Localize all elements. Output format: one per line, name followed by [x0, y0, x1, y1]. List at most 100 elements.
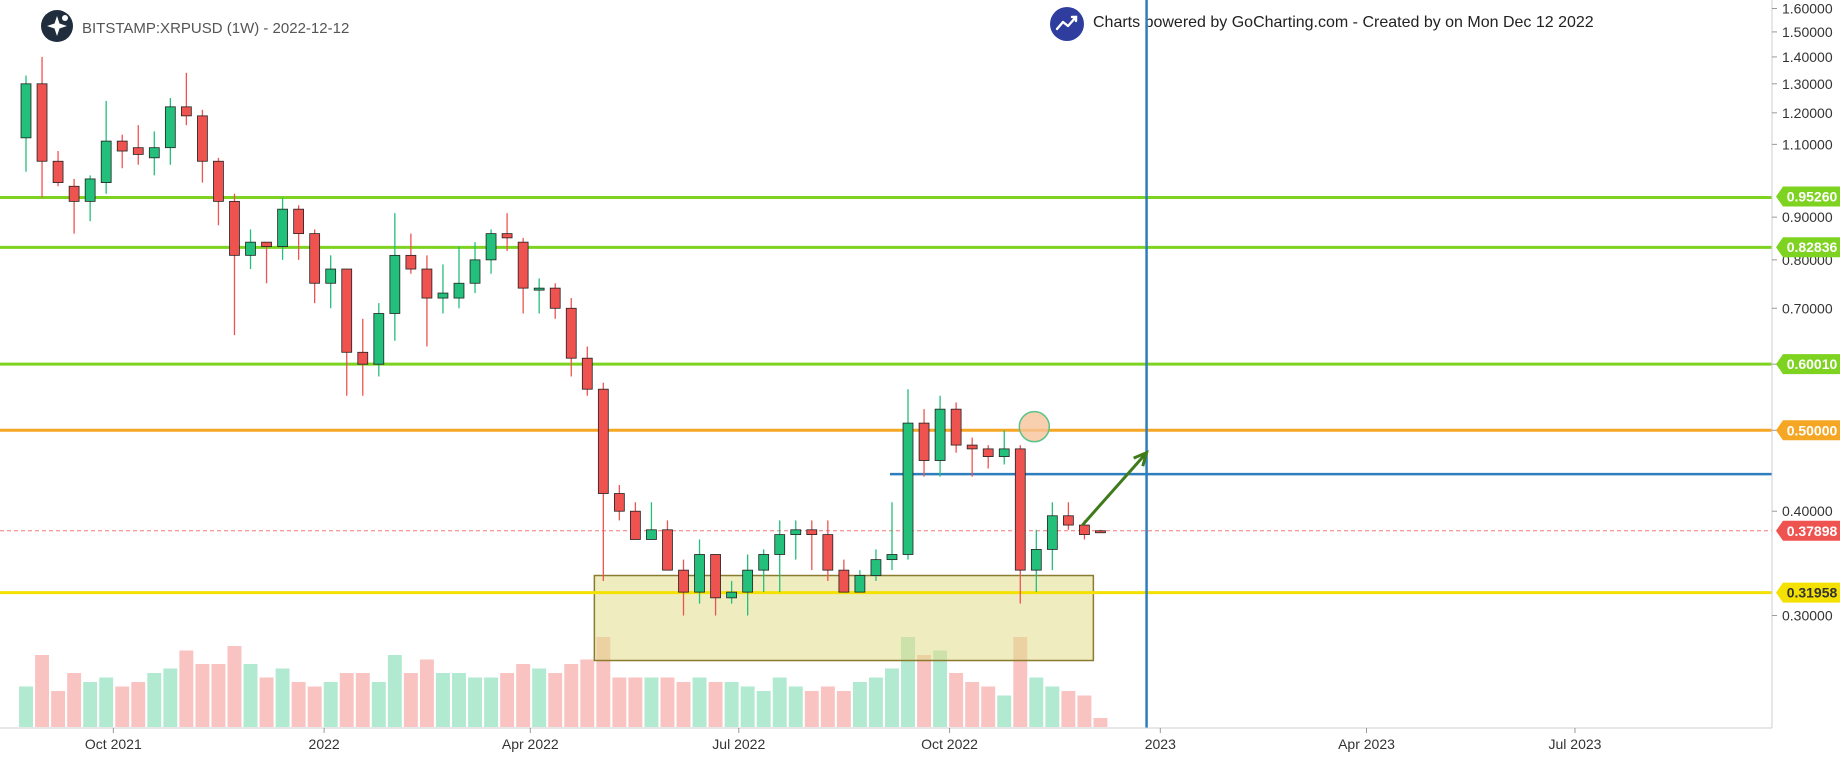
- volume-bar: [965, 682, 980, 727]
- candle-body: [678, 569, 689, 593]
- candle-body: [918, 422, 930, 461]
- y-tick-label: 0.80000: [1782, 252, 1833, 268]
- candle-body: [437, 292, 449, 299]
- candle: [357, 318, 369, 396]
- volume-bar: [19, 686, 33, 727]
- candle: [1030, 529, 1042, 593]
- candle: [613, 484, 625, 521]
- candle: [405, 233, 417, 274]
- volume-bar: [564, 664, 579, 727]
- candle: [854, 570, 866, 593]
- candle: [838, 559, 850, 593]
- candle-body: [52, 160, 64, 183]
- candle: [966, 437, 978, 477]
- candle-body: [870, 559, 882, 576]
- candle-body: [710, 554, 721, 599]
- candle: [742, 554, 754, 616]
- volume-bar: [99, 677, 114, 727]
- candle-body: [197, 115, 208, 162]
- candle: [870, 549, 882, 581]
- volume-bar: [243, 664, 258, 727]
- volume-bar: [740, 686, 755, 727]
- candle: [581, 346, 593, 396]
- volume-bar: [387, 655, 402, 727]
- candle: [469, 242, 481, 294]
- candle-body: [485, 233, 497, 261]
- volume-bar: [227, 646, 242, 727]
- volume-bar: [885, 668, 899, 727]
- candle: [501, 213, 513, 251]
- volume-bar: [756, 691, 771, 727]
- price-badge-bg: [1776, 520, 1840, 541]
- volume-bar: [435, 673, 450, 727]
- x-tick-label: 2023: [1145, 736, 1176, 752]
- candle: [1095, 529, 1106, 534]
- x-tick-label: Apr 2023: [1338, 736, 1395, 752]
- volume-bar: [933, 650, 948, 727]
- candle: [229, 193, 240, 336]
- volume-bar: [468, 677, 482, 727]
- candle: [694, 539, 705, 604]
- chart-credit: Charts powered by GoCharting.com - Creat…: [1093, 14, 1594, 31]
- candle-body: [180, 106, 192, 117]
- candle-body: [950, 408, 962, 446]
- price-badge: 0.31958: [1776, 582, 1840, 603]
- candle-body: [277, 208, 288, 247]
- candle-body: [341, 268, 353, 353]
- candle: [646, 502, 657, 540]
- candle: [902, 389, 914, 560]
- volume-bar: [836, 691, 851, 727]
- volume-bar: [788, 686, 803, 727]
- candle: [261, 241, 272, 284]
- candle: [790, 520, 802, 560]
- y-tick-label: 0.50000: [1782, 422, 1833, 438]
- volume-bar: [644, 677, 659, 727]
- y-tick-label: 1.60000: [1782, 1, 1833, 17]
- volume-bar: [804, 691, 819, 727]
- candle-body: [517, 241, 529, 289]
- volume-bar: [516, 664, 531, 727]
- price-badges: 0.95260 0.82836 0.60010 0.50000 0.37898 0.319…: [1776, 186, 1840, 603]
- volume-bar: [83, 682, 98, 727]
- volume-bar: [1077, 695, 1092, 727]
- candle: [1079, 520, 1090, 540]
- volume-bar: [275, 668, 290, 727]
- volume-bar: [692, 677, 707, 727]
- volume-bar: [596, 637, 611, 727]
- candle: [180, 72, 192, 126]
- candle: [197, 109, 208, 183]
- candle-body: [886, 554, 898, 561]
- volume-bar: [548, 673, 563, 727]
- volume-bar: [1045, 686, 1060, 727]
- x-tick-label: Apr 2022: [502, 736, 559, 752]
- candle-body: [613, 493, 625, 512]
- horizontal-levels: [0, 0, 1772, 728]
- candle-body: [325, 268, 337, 284]
- volume-bar: [307, 686, 322, 727]
- volume-bar: [676, 682, 691, 727]
- volume-bar: [724, 682, 739, 727]
- volume-bar: [917, 655, 932, 727]
- candle: [1014, 445, 1026, 604]
- volume-bar: [195, 664, 210, 727]
- candle-body: [822, 534, 834, 571]
- candle-body: [854, 575, 866, 593]
- candle-body: [966, 444, 978, 450]
- candle: [309, 229, 321, 304]
- candle-body: [742, 569, 754, 593]
- candle: [774, 520, 786, 593]
- candle: [373, 303, 385, 377]
- candle-body: [453, 282, 465, 299]
- price-badge-label: 0.60010: [1787, 356, 1838, 372]
- candle-body: [309, 233, 321, 284]
- candle-body: [116, 140, 128, 152]
- candle-body: [389, 254, 401, 314]
- candle-body: [1046, 515, 1058, 550]
- price-badge: 0.60010: [1776, 354, 1840, 375]
- candle-body: [501, 233, 513, 239]
- x-tick-label: Jul 2022: [712, 736, 765, 752]
- y-tick-label: 0.90000: [1782, 209, 1833, 225]
- x-tick-label: Oct 2021: [85, 736, 142, 752]
